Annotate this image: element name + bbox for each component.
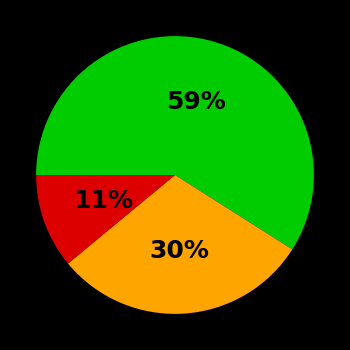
Text: 30%: 30% (150, 239, 210, 263)
Wedge shape (36, 175, 175, 264)
Text: 11%: 11% (73, 189, 133, 213)
Wedge shape (36, 36, 314, 250)
Wedge shape (68, 175, 292, 314)
Text: 59%: 59% (167, 90, 226, 114)
